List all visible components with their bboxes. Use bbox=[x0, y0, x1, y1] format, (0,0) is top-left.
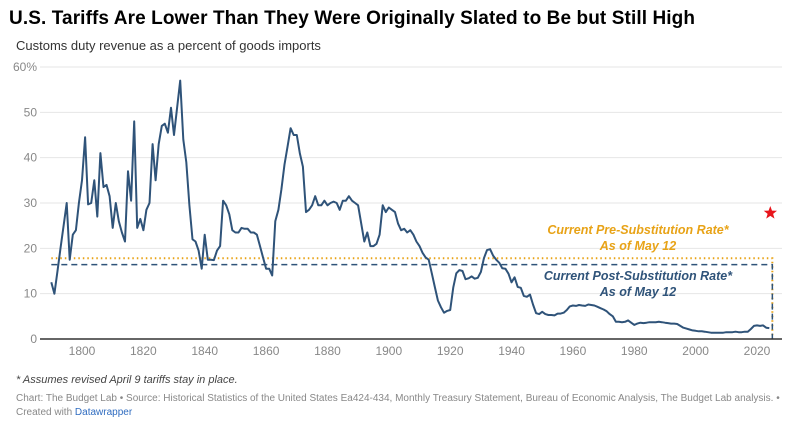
y-tick-label: 20 bbox=[24, 241, 38, 255]
x-tick-label: 2020 bbox=[744, 344, 771, 358]
annotations: Current Pre-Substitution Rate* As of May … bbox=[544, 223, 733, 299]
x-tick-label: 1900 bbox=[375, 344, 402, 358]
y-tick-label: 40 bbox=[24, 151, 38, 165]
x-tick-label: 1800 bbox=[69, 344, 96, 358]
post-substitution-label: Current Post-Substitution Rate* bbox=[544, 269, 733, 283]
post-substitution-date: As of May 12 bbox=[599, 285, 676, 299]
x-tick-label: 1920 bbox=[437, 344, 464, 358]
datawrapper-link[interactable]: Datawrapper bbox=[74, 407, 133, 418]
pre-substitution-label: Current Pre-Substitution Rate* bbox=[547, 223, 729, 237]
chart-title: U.S. Tariffs Are Lower Than They Were Or… bbox=[9, 8, 696, 29]
post-substitution-rate-line bbox=[51, 263, 774, 339]
y-axis-ticks: 0 10 20 30 40 50 60% bbox=[13, 60, 37, 346]
x-tick-label: 1860 bbox=[253, 344, 280, 358]
reference-lines bbox=[51, 257, 774, 339]
markers bbox=[763, 206, 777, 219]
y-tick-label: 50 bbox=[24, 105, 38, 119]
gridlines bbox=[40, 66, 782, 295]
x-tick-label: 1880 bbox=[314, 344, 341, 358]
x-tick-label: 1820 bbox=[130, 344, 157, 358]
star-icon bbox=[763, 206, 777, 219]
y-tick-label: 0 bbox=[30, 332, 37, 346]
source-text: Chart: The Budget Lab • Source: Historic… bbox=[16, 393, 780, 404]
x-tick-label: 1980 bbox=[621, 344, 648, 358]
y-tick-label: 60% bbox=[13, 60, 37, 74]
pre-substitution-date: As of May 12 bbox=[599, 239, 676, 253]
y-tick-label: 10 bbox=[24, 287, 38, 301]
series-line bbox=[50, 79, 770, 334]
y-tick-label: 30 bbox=[24, 196, 38, 210]
x-tick-label: 1960 bbox=[560, 344, 587, 358]
x-axis-ticks: 1800 1820 1840 1860 1880 1900 1920 1940 1960 1980… bbox=[69, 344, 771, 358]
x-tick-label: 1940 bbox=[498, 344, 525, 358]
source-note: Chart: The Budget Lab • Source: Historic… bbox=[16, 392, 786, 420]
x-tick-label: 1840 bbox=[191, 344, 218, 358]
pre-substitution-rate-line bbox=[51, 257, 774, 339]
created-with-text: Created with bbox=[16, 407, 75, 418]
x-tick-label: 2000 bbox=[682, 344, 709, 358]
footnote: * Assumes revised April 9 tariffs stay i… bbox=[16, 374, 238, 386]
chart-subtitle: Customs duty revenue as a percent of goo… bbox=[16, 38, 321, 53]
